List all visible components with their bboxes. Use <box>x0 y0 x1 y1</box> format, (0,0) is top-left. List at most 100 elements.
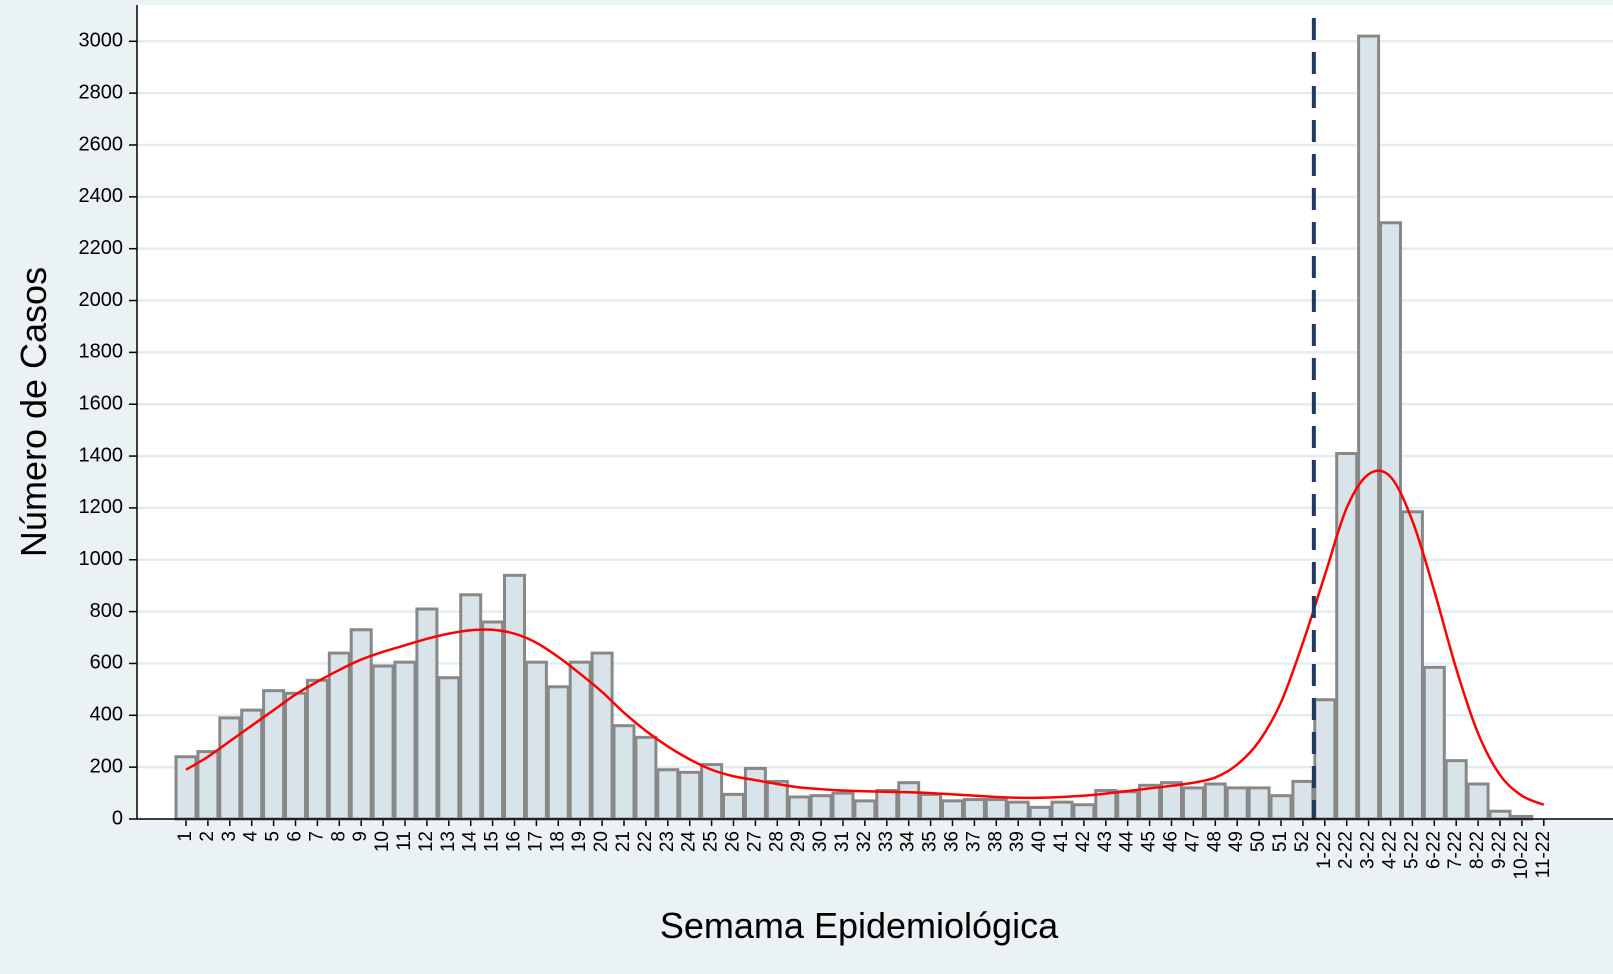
y-tick-label: 2600 <box>79 133 124 155</box>
y-tick-label: 3000 <box>79 30 124 52</box>
x-tick-label: 5-22 <box>1401 831 1422 869</box>
bar <box>678 770 702 821</box>
bar <box>962 798 986 821</box>
bar <box>218 716 242 821</box>
bar <box>1028 805 1052 821</box>
bar <box>371 664 395 821</box>
x-tick-label: 23 <box>657 831 678 852</box>
bar <box>481 620 505 821</box>
x-tick-label: 13 <box>438 831 459 852</box>
y-tick-label: 1600 <box>79 393 124 415</box>
x-tick-label: 9 <box>350 831 371 842</box>
bar <box>941 799 964 821</box>
x-tick-label: 43 <box>1095 831 1116 852</box>
bar <box>1313 698 1337 821</box>
x-axis-label: Semama Epidemiológica <box>660 905 1059 946</box>
bar <box>305 678 329 821</box>
x-tick-label: 19 <box>569 831 590 852</box>
x-tick-label: 16 <box>504 831 525 852</box>
x-tick-label: 7-22 <box>1445 831 1466 869</box>
bar <box>787 795 811 821</box>
bar <box>875 788 899 821</box>
y-tick-label: 1400 <box>79 444 124 466</box>
bar <box>1422 665 1446 821</box>
x-tick-label: 7 <box>306 831 327 842</box>
bar <box>853 799 877 821</box>
bar <box>327 651 351 821</box>
x-tick-label: 2 <box>197 831 218 842</box>
trend-line <box>185 469 1545 806</box>
y-tick-label: 0 <box>112 807 123 829</box>
y-tick-label: 400 <box>90 704 123 726</box>
x-tick-label: 45 <box>1139 831 1160 852</box>
x-tick-label: 32 <box>854 831 875 852</box>
x-tick-label: 14 <box>460 831 481 853</box>
bar <box>1466 782 1490 821</box>
x-tick-label: 41 <box>1051 831 1072 852</box>
bar <box>1203 782 1227 821</box>
x-tick-label: 49 <box>1226 831 1247 852</box>
x-tick-label: 50 <box>1248 831 1269 852</box>
x-tick-label: 48 <box>1204 831 1225 852</box>
x-tick-label: 6 <box>285 831 306 842</box>
x-tick-label: 38 <box>985 831 1006 852</box>
bar <box>590 651 614 821</box>
y-tick-label: 200 <box>90 755 123 777</box>
bar <box>503 573 526 821</box>
x-tick-label: 1-22 <box>1314 831 1335 869</box>
x-tick-label: 30 <box>810 831 831 852</box>
bar <box>612 724 636 821</box>
x-tick-label: 26 <box>723 831 744 852</box>
y-tick-label: 2400 <box>79 185 124 207</box>
x-tick-label: 8 <box>328 831 349 842</box>
x-tick-label: 36 <box>942 831 963 852</box>
x-tick-label: 4 <box>241 831 262 842</box>
x-tick-label: 29 <box>788 831 809 852</box>
x-tick-label: 11 <box>394 831 415 851</box>
bar <box>743 766 767 821</box>
x-tick-label: 21 <box>613 831 634 852</box>
bar <box>634 735 658 821</box>
x-tick-label: 18 <box>547 831 568 852</box>
x-tick-label: 3-22 <box>1358 831 1379 869</box>
x-tick-label: 10-22 <box>1511 831 1532 880</box>
y-tick-label: 1800 <box>79 341 124 363</box>
x-tick-label: 33 <box>876 831 897 852</box>
x-tick-label: 40 <box>1029 831 1050 852</box>
y-tick-label: 600 <box>90 652 123 674</box>
bar <box>1160 781 1183 821</box>
x-tick-label: 46 <box>1161 831 1182 852</box>
x-tick-label: 42 <box>1073 831 1094 852</box>
x-tick-label: 39 <box>1007 831 1028 852</box>
x-tick-label: 25 <box>701 831 722 852</box>
bar <box>831 791 855 821</box>
y-axis-label: Número de Casos <box>13 267 54 557</box>
bar <box>1269 794 1293 821</box>
bar <box>809 794 833 821</box>
y-tick-label: 2000 <box>79 289 124 311</box>
x-tick-label: 12 <box>416 831 437 852</box>
x-tick-label: 10 <box>372 831 393 852</box>
bar <box>1291 779 1315 821</box>
bar <box>1488 809 1512 821</box>
bar <box>1400 510 1424 821</box>
x-tick-label: 31 <box>832 831 853 852</box>
x-tick-label: 5 <box>263 831 284 842</box>
bar <box>656 768 680 821</box>
x-tick-label: 52 <box>1292 831 1313 852</box>
y-tick-label: 2800 <box>79 81 124 103</box>
bar <box>459 593 483 821</box>
bar <box>568 660 592 821</box>
bar <box>284 691 307 821</box>
bar <box>1247 786 1271 821</box>
x-tick-label: 9-22 <box>1489 831 1510 869</box>
bar <box>1225 786 1249 821</box>
x-tick-label: 47 <box>1182 831 1203 852</box>
bar <box>984 798 1008 821</box>
bar <box>1072 803 1096 821</box>
bar <box>524 660 548 821</box>
bar <box>393 660 417 821</box>
x-tick-label: 22 <box>635 831 656 852</box>
y-tick-label: 1000 <box>79 548 124 570</box>
